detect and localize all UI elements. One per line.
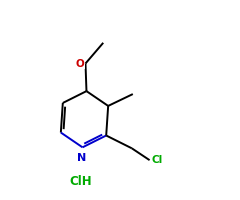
Text: ClH: ClH [69, 175, 92, 188]
Text: O: O [76, 59, 84, 69]
Text: N: N [77, 153, 86, 163]
Text: Cl: Cl [151, 155, 163, 165]
